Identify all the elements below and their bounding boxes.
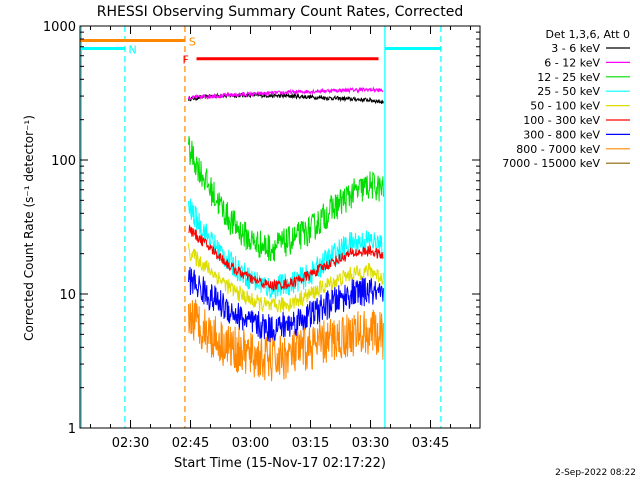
legend-label: 800 - 7000 keV bbox=[516, 143, 600, 156]
series-line bbox=[188, 243, 384, 313]
flag-label-f: F bbox=[183, 54, 189, 67]
series-line bbox=[188, 224, 384, 293]
series-line bbox=[188, 299, 384, 382]
x-axis-label: Start Time (15-Nov-17 02:17:22) bbox=[174, 456, 386, 471]
x-tick-label: 02:45 bbox=[172, 436, 209, 451]
y-axis: 1 10 100 1000 bbox=[43, 20, 480, 437]
series-line bbox=[188, 198, 384, 300]
flag-lines: S N F bbox=[80, 35, 441, 67]
y-axis-label: Corrected Count Rate (s⁻¹ detector⁻¹) bbox=[22, 115, 36, 341]
x-tick-label: 03:00 bbox=[232, 436, 269, 451]
vertical-marker-lines bbox=[80, 26, 442, 428]
legend-title: Det 1,3,6, Att 0 bbox=[546, 28, 630, 41]
legend-label: 100 - 300 keV bbox=[523, 114, 600, 127]
x-tick-label: 03:30 bbox=[352, 436, 389, 451]
y-tick-label: 100 bbox=[51, 154, 76, 169]
legend-label: 6 - 12 keV bbox=[544, 56, 600, 69]
y-tick-label: 1 bbox=[68, 422, 76, 437]
y-tick-label: 10 bbox=[59, 288, 76, 303]
flag-label-s: S bbox=[189, 35, 196, 48]
legend-label: 12 - 25 keV bbox=[537, 71, 600, 84]
legend-label: 300 - 800 keV bbox=[523, 128, 600, 141]
series-line bbox=[188, 85, 384, 100]
x-tick-label: 02:30 bbox=[112, 436, 149, 451]
x-axis: 02:30 02:45 03:00 03:15 03:30 03:45 bbox=[90, 26, 472, 451]
legend-label: 25 - 50 keV bbox=[537, 85, 600, 98]
x-tick-label: 03:45 bbox=[412, 436, 449, 451]
y-tick-label: 1000 bbox=[43, 20, 76, 35]
plot-area: S N F bbox=[80, 26, 442, 428]
legend-label: 3 - 6 keV bbox=[551, 42, 600, 55]
series-line bbox=[188, 266, 384, 343]
footer-date: 2-Sep-2022 08:22 bbox=[555, 468, 636, 478]
series-line bbox=[188, 136, 384, 262]
legend-label: 50 - 100 keV bbox=[530, 100, 600, 113]
chart-title: RHESSI Observing Summary Count Rates, Co… bbox=[97, 4, 463, 20]
flag-label-n: N bbox=[129, 43, 137, 56]
plot-frame bbox=[79, 25, 481, 429]
x-tick-label: 03:15 bbox=[292, 436, 329, 451]
data-series bbox=[188, 85, 384, 382]
legend-label: 7000 - 15000 keV bbox=[502, 157, 600, 170]
